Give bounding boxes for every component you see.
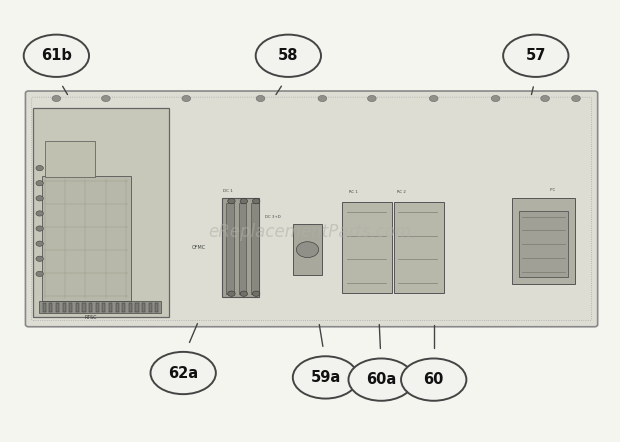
Circle shape <box>228 291 235 296</box>
Ellipse shape <box>401 358 466 401</box>
FancyBboxPatch shape <box>122 303 125 312</box>
FancyBboxPatch shape <box>63 303 66 312</box>
FancyBboxPatch shape <box>42 176 131 301</box>
Text: RC 1: RC 1 <box>349 191 358 194</box>
FancyBboxPatch shape <box>69 303 73 312</box>
Circle shape <box>368 95 376 102</box>
FancyBboxPatch shape <box>519 211 568 277</box>
Ellipse shape <box>348 358 414 401</box>
FancyBboxPatch shape <box>43 303 46 312</box>
Ellipse shape <box>255 34 321 77</box>
Circle shape <box>102 95 110 102</box>
FancyBboxPatch shape <box>221 198 259 297</box>
FancyBboxPatch shape <box>25 91 598 327</box>
FancyBboxPatch shape <box>45 141 95 177</box>
Text: 60a: 60a <box>366 372 396 387</box>
FancyBboxPatch shape <box>102 303 105 312</box>
FancyBboxPatch shape <box>226 203 234 294</box>
FancyBboxPatch shape <box>76 303 79 312</box>
FancyBboxPatch shape <box>95 303 99 312</box>
Text: 61b: 61b <box>41 48 72 63</box>
FancyBboxPatch shape <box>50 303 53 312</box>
FancyBboxPatch shape <box>251 203 259 294</box>
Circle shape <box>296 242 319 258</box>
Circle shape <box>572 95 580 102</box>
Text: 60: 60 <box>423 372 444 387</box>
FancyBboxPatch shape <box>149 303 152 312</box>
Circle shape <box>36 181 43 186</box>
Circle shape <box>52 95 61 102</box>
Circle shape <box>318 95 327 102</box>
Circle shape <box>491 95 500 102</box>
Ellipse shape <box>503 34 569 77</box>
Circle shape <box>36 241 43 246</box>
Circle shape <box>256 95 265 102</box>
FancyBboxPatch shape <box>293 224 322 275</box>
FancyBboxPatch shape <box>33 108 169 316</box>
Circle shape <box>36 196 43 201</box>
FancyBboxPatch shape <box>82 303 86 312</box>
Text: RC 2: RC 2 <box>397 191 406 194</box>
Text: 57: 57 <box>526 48 546 63</box>
Text: RTSC: RTSC <box>84 315 97 320</box>
FancyBboxPatch shape <box>129 303 132 312</box>
Circle shape <box>430 95 438 102</box>
Ellipse shape <box>24 34 89 77</box>
Circle shape <box>541 95 549 102</box>
FancyBboxPatch shape <box>342 202 392 293</box>
Ellipse shape <box>293 356 358 399</box>
FancyBboxPatch shape <box>115 303 118 312</box>
FancyBboxPatch shape <box>89 303 92 312</box>
FancyBboxPatch shape <box>109 303 112 312</box>
FancyBboxPatch shape <box>156 303 159 312</box>
Text: eReplacementParts.com: eReplacementParts.com <box>208 223 412 241</box>
FancyBboxPatch shape <box>512 198 575 284</box>
Circle shape <box>36 211 43 216</box>
Circle shape <box>228 198 235 204</box>
Ellipse shape <box>151 352 216 394</box>
Text: 59a: 59a <box>311 370 340 385</box>
Text: 62a: 62a <box>168 366 198 381</box>
Circle shape <box>36 256 43 261</box>
Circle shape <box>252 291 260 296</box>
FancyBboxPatch shape <box>39 301 161 313</box>
Circle shape <box>182 95 190 102</box>
Text: DC 3+D: DC 3+D <box>265 215 281 219</box>
Circle shape <box>36 165 43 171</box>
Circle shape <box>240 291 247 296</box>
Circle shape <box>36 271 43 277</box>
Circle shape <box>36 226 43 231</box>
Circle shape <box>252 198 260 204</box>
Text: 58: 58 <box>278 48 299 63</box>
FancyBboxPatch shape <box>56 303 59 312</box>
Circle shape <box>240 198 247 204</box>
Text: OFMC: OFMC <box>192 245 206 250</box>
FancyBboxPatch shape <box>394 202 444 293</box>
Text: DC 1: DC 1 <box>223 189 233 193</box>
FancyBboxPatch shape <box>136 303 139 312</box>
FancyBboxPatch shape <box>142 303 145 312</box>
Text: IPC: IPC <box>549 188 556 192</box>
FancyBboxPatch shape <box>239 203 246 294</box>
